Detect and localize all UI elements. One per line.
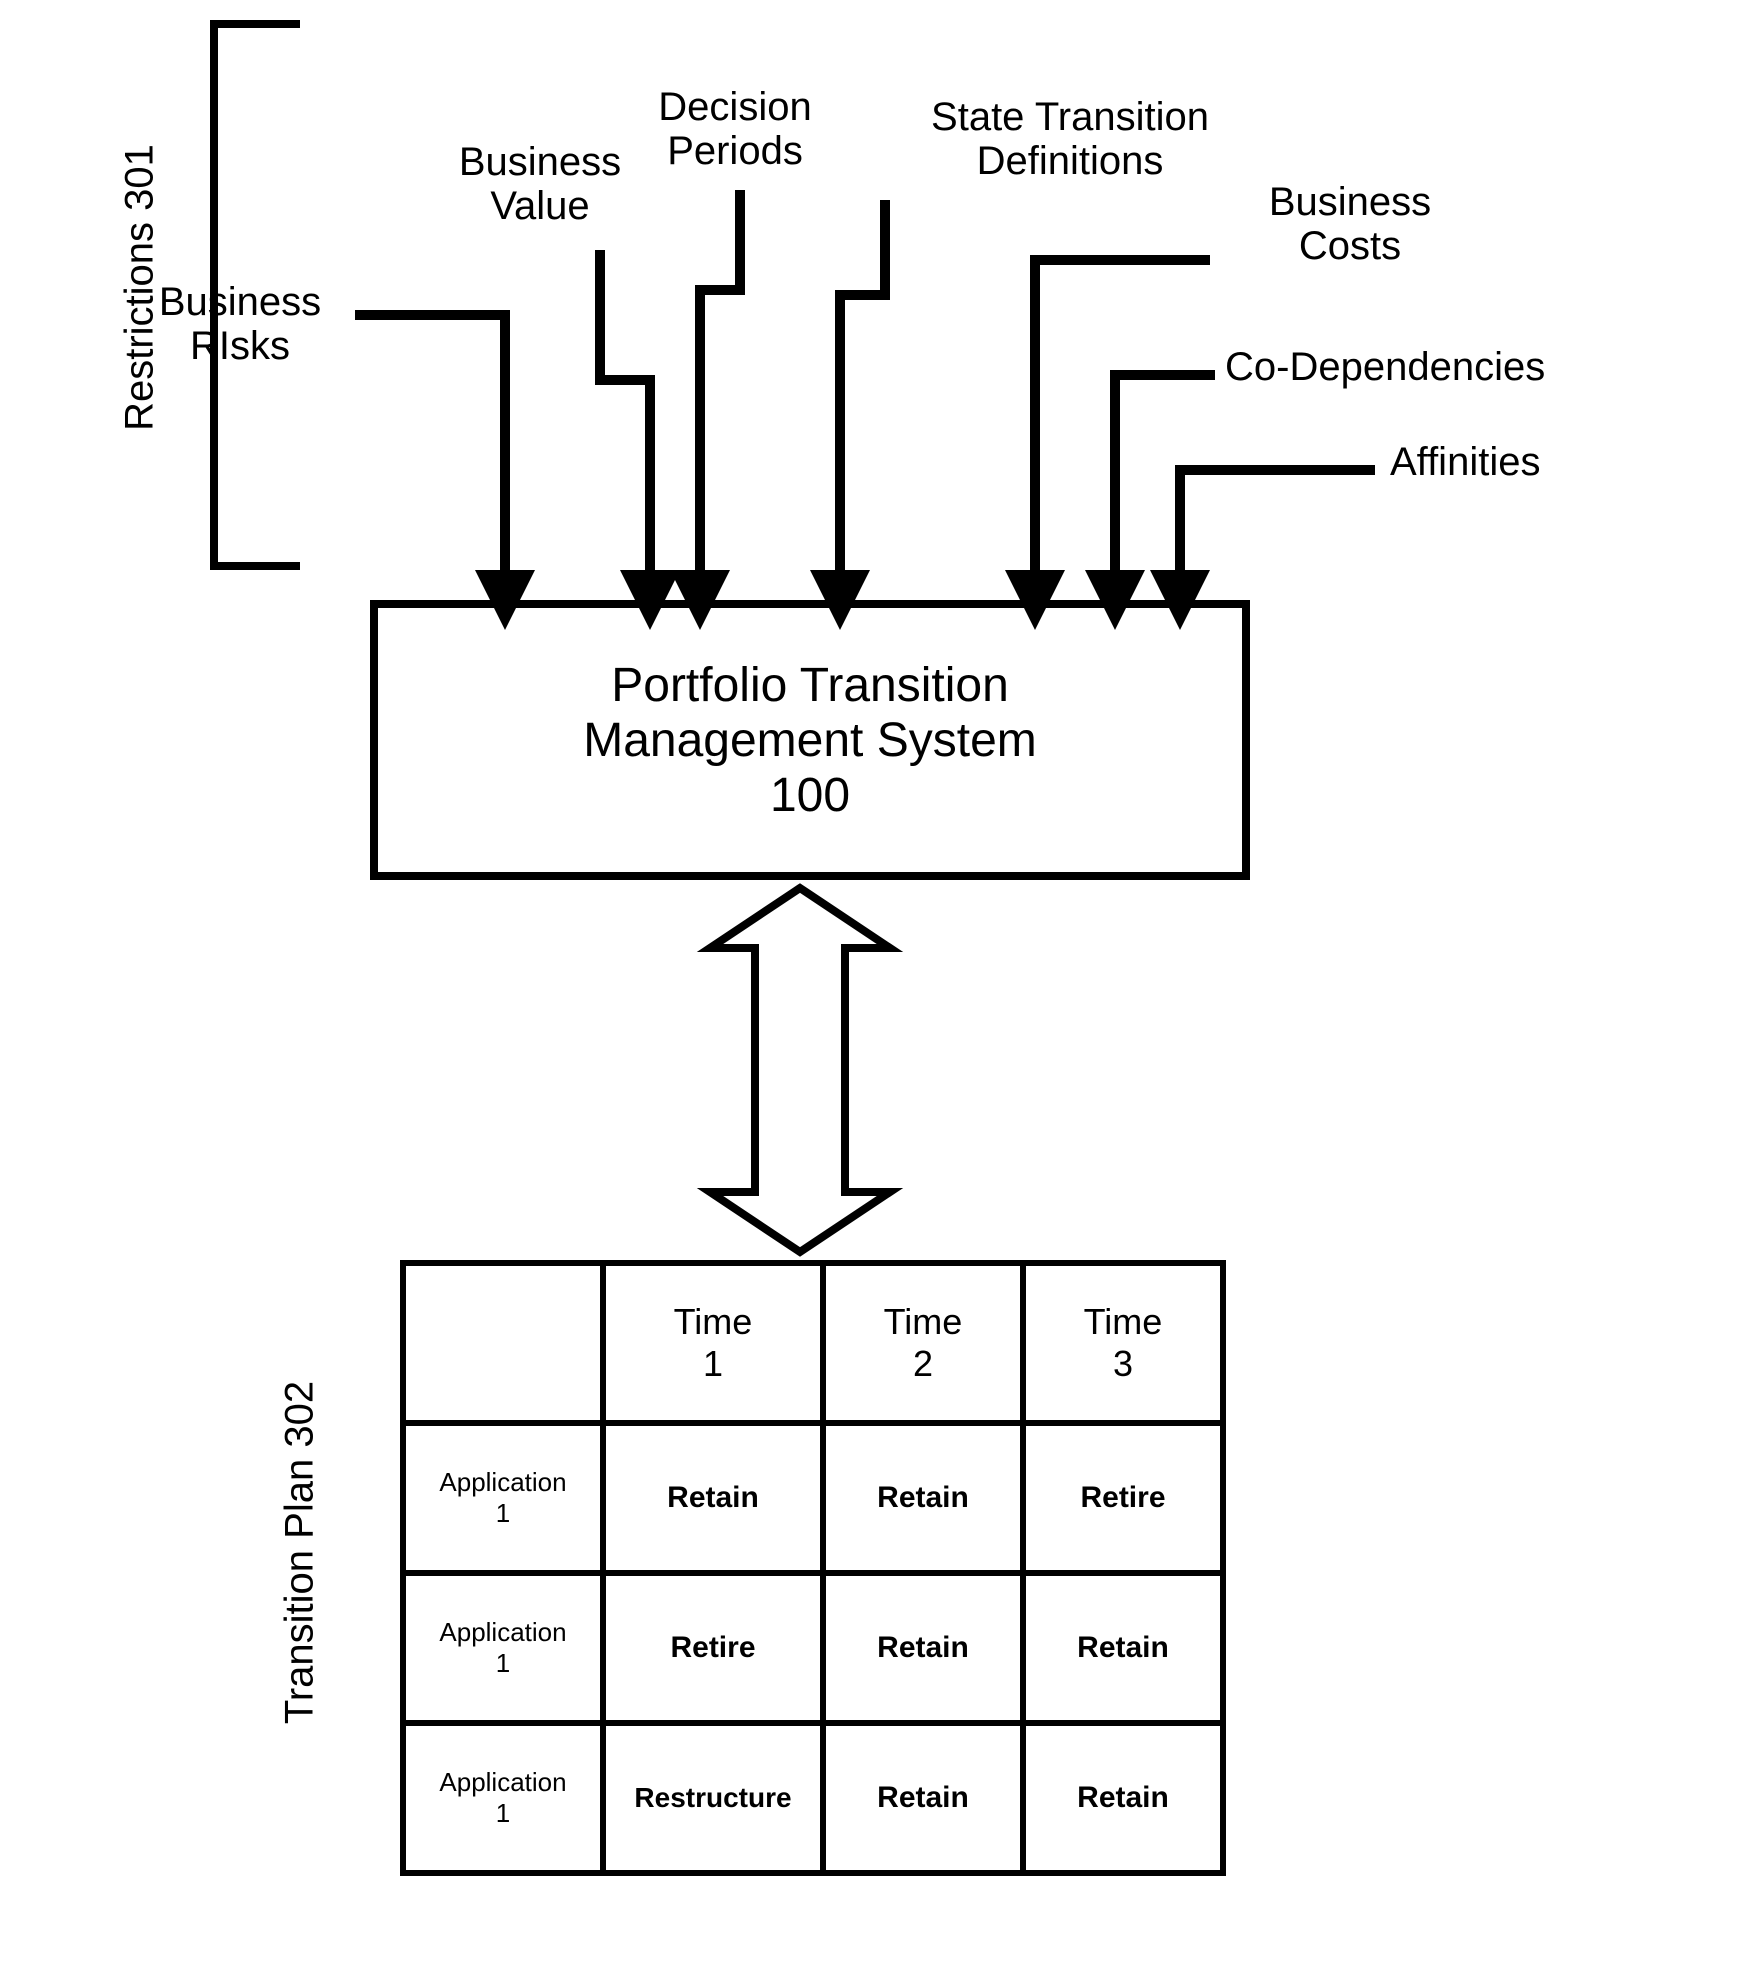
double-arrow-icon xyxy=(710,888,890,1252)
table-header-time1: Time 1 xyxy=(603,1263,823,1423)
main-box-line1: Portfolio Transition xyxy=(611,658,1009,713)
label-business-risks: Business RIsks xyxy=(130,280,350,368)
row-label: Application 1 xyxy=(403,1573,603,1723)
input-arrow-decision-periods xyxy=(700,190,740,590)
transition-plan-table: Time 1 Time 2 Time 3 Application 1 Retai… xyxy=(400,1260,1226,1876)
input-arrow-business-costs xyxy=(1035,260,1210,590)
row-label: Application 1 xyxy=(403,1723,603,1873)
table-row: Application 1 Restructure Retain Retain xyxy=(403,1723,1223,1873)
table-header-time3: Time 3 xyxy=(1023,1263,1223,1423)
row-label: Application 1 xyxy=(403,1423,603,1573)
cell: Restructure xyxy=(603,1723,823,1873)
label-business-value: Business Value xyxy=(430,140,650,228)
transition-plan-label: Transition Plan 302 xyxy=(278,1353,323,1753)
table-row: Application 1 Retire Retain Retain xyxy=(403,1573,1223,1723)
cell: Retain xyxy=(823,1423,1023,1573)
cell: Retain xyxy=(1023,1723,1223,1873)
main-box-line3: 100 xyxy=(770,768,850,823)
label-affinities: Affinities xyxy=(1390,440,1650,484)
main-box-line2: Management System xyxy=(583,713,1037,768)
input-arrow-business-value xyxy=(600,250,650,590)
cell: Retain xyxy=(823,1723,1023,1873)
input-arrow-affinities xyxy=(1180,470,1375,590)
input-arrow-state-transition-definitions xyxy=(840,200,885,590)
table-header-blank xyxy=(403,1263,603,1423)
label-decision-periods: Decision Periods xyxy=(620,85,850,173)
table-header-row: Time 1 Time 2 Time 3 xyxy=(403,1263,1223,1423)
label-state-transition-definitions: State Transition Definitions xyxy=(880,95,1260,183)
table-header-time2: Time 2 xyxy=(823,1263,1023,1423)
cell: Retain xyxy=(1023,1573,1223,1723)
cell: Retire xyxy=(603,1573,823,1723)
label-business-costs: Business Costs xyxy=(1220,180,1480,268)
input-arrow-business-risks xyxy=(355,315,505,590)
input-arrow-co-dependencies xyxy=(1115,375,1215,590)
table-row: Application 1 Retain Retain Retire xyxy=(403,1423,1223,1573)
main-system-box: Portfolio Transition Management System 1… xyxy=(370,600,1250,880)
label-co-dependencies: Co-Dependencies xyxy=(1225,345,1675,389)
cell: Retire xyxy=(1023,1423,1223,1573)
cell: Retain xyxy=(603,1423,823,1573)
cell: Retain xyxy=(823,1573,1023,1723)
